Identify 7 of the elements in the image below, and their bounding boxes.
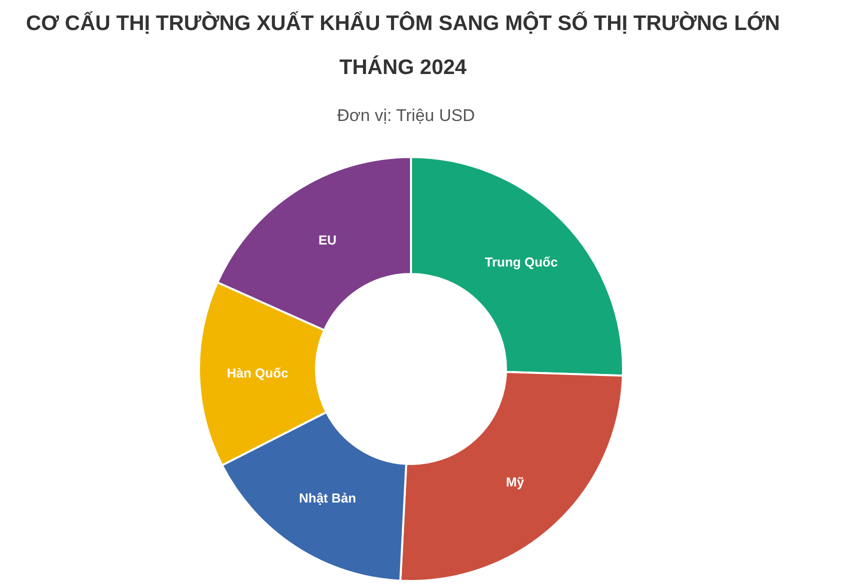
chart-title: CƠ CẤU THỊ TRƯỜNG XUẤT KHẨU TÔM SANG MỘT SỐ THỊ TRƯỜNG LỚN THÁNG 2024: [25, 10, 781, 81]
slice-label: Nhật Bản: [299, 490, 356, 506]
slice-label: EU: [318, 232, 337, 248]
slice-label: Hàn Quốc: [226, 365, 288, 380]
slice-label: Mỹ: [506, 474, 525, 490]
chart-subtitle: Đơn vị: Triệu USD: [336, 106, 476, 126]
slice-label: Trung Quốc: [484, 254, 558, 270]
